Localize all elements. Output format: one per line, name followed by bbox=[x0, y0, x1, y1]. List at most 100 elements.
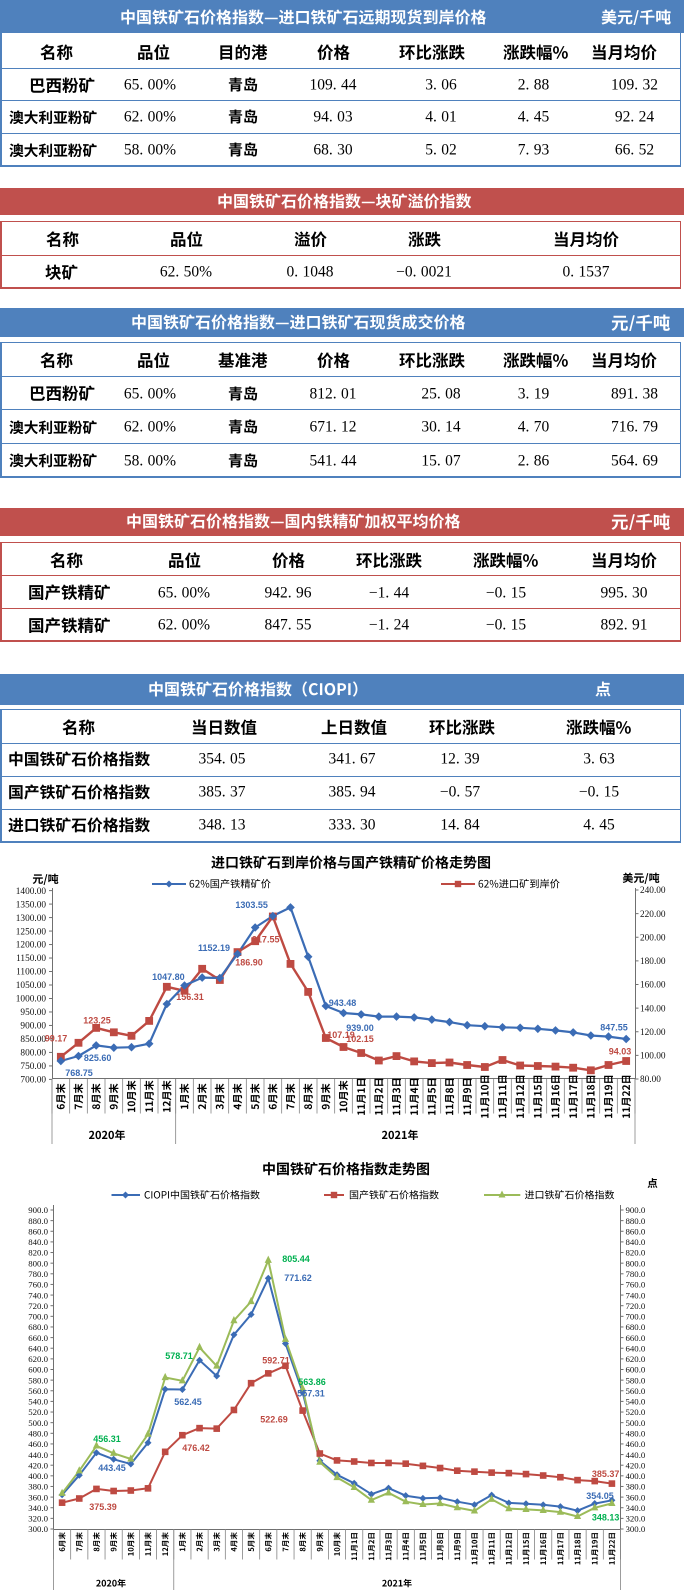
svg-text:360.0: 360.0 bbox=[28, 1492, 48, 1502]
svg-text:850.00: 850.00 bbox=[20, 1035, 46, 1045]
svg-text:800.00: 800.00 bbox=[20, 1049, 46, 1059]
svg-text:700.0: 700.0 bbox=[28, 1312, 48, 1322]
svg-text:348.13: 348.13 bbox=[592, 1513, 620, 1523]
svg-text:750.00: 750.00 bbox=[20, 1062, 46, 1072]
svg-text:400.0: 400.0 bbox=[626, 1471, 646, 1481]
svg-text:1150.00: 1150.00 bbox=[16, 954, 46, 964]
svg-text:740.0: 740.0 bbox=[28, 1290, 48, 1300]
svg-text:1200.00: 1200.00 bbox=[16, 941, 47, 951]
svg-text:720.0: 720.0 bbox=[626, 1301, 646, 1311]
svg-text:820.0: 820.0 bbox=[28, 1248, 48, 1258]
svg-text:476.42: 476.42 bbox=[182, 1443, 210, 1453]
svg-text:700.0: 700.0 bbox=[626, 1312, 646, 1322]
svg-text:768.75: 768.75 bbox=[65, 1068, 93, 1078]
svg-text:560.0: 560.0 bbox=[626, 1386, 646, 1396]
svg-text:500.0: 500.0 bbox=[626, 1418, 646, 1428]
svg-text:660.0: 660.0 bbox=[626, 1333, 646, 1343]
svg-text:480.0: 480.0 bbox=[626, 1428, 646, 1438]
svg-text:500.0: 500.0 bbox=[28, 1418, 48, 1428]
svg-text:560.0: 560.0 bbox=[28, 1386, 48, 1396]
svg-text:720.0: 720.0 bbox=[28, 1301, 48, 1311]
svg-text:860.0: 860.0 bbox=[28, 1226, 48, 1236]
svg-text:557.31: 557.31 bbox=[297, 1389, 325, 1399]
svg-text:156.31: 156.31 bbox=[176, 992, 204, 1002]
svg-text:1000.00: 1000.00 bbox=[16, 995, 47, 1005]
svg-text:400.0: 400.0 bbox=[28, 1471, 48, 1481]
svg-text:820.0: 820.0 bbox=[626, 1248, 646, 1258]
svg-text:805.44: 805.44 bbox=[282, 1254, 310, 1264]
svg-text:217.55: 217.55 bbox=[252, 935, 280, 945]
svg-text:420.0: 420.0 bbox=[626, 1460, 646, 1470]
svg-text:900.0: 900.0 bbox=[626, 1205, 646, 1215]
svg-text:320.0: 320.0 bbox=[626, 1514, 646, 1524]
svg-text:340.0: 340.0 bbox=[626, 1503, 646, 1513]
svg-text:375.39: 375.39 bbox=[89, 1502, 117, 1512]
svg-text:620.0: 620.0 bbox=[28, 1354, 48, 1364]
svg-text:900.0: 900.0 bbox=[28, 1205, 48, 1215]
svg-text:107.19: 107.19 bbox=[327, 1030, 355, 1040]
svg-text:186.90: 186.90 bbox=[235, 958, 263, 968]
svg-text:520.0: 520.0 bbox=[626, 1407, 646, 1417]
svg-text:680.0: 680.0 bbox=[626, 1322, 646, 1332]
svg-text:460.0: 460.0 bbox=[626, 1439, 646, 1449]
svg-text:780.0: 780.0 bbox=[28, 1269, 48, 1279]
svg-text:102.15: 102.15 bbox=[346, 1034, 374, 1044]
svg-text:340.0: 340.0 bbox=[28, 1503, 48, 1513]
svg-text:123.25: 123.25 bbox=[83, 1016, 111, 1026]
svg-text:640.0: 640.0 bbox=[28, 1343, 48, 1353]
svg-text:200.00: 200.00 bbox=[640, 933, 666, 943]
svg-text:860.0: 860.0 bbox=[626, 1226, 646, 1236]
svg-text:160.00: 160.00 bbox=[640, 981, 666, 991]
svg-text:880.0: 880.0 bbox=[626, 1216, 646, 1226]
svg-text:680.0: 680.0 bbox=[28, 1322, 48, 1332]
svg-text:380.0: 380.0 bbox=[626, 1482, 646, 1492]
svg-text:120.00: 120.00 bbox=[640, 1028, 666, 1038]
svg-text:1152.19: 1152.19 bbox=[198, 943, 230, 953]
svg-text:760.0: 760.0 bbox=[626, 1280, 646, 1290]
svg-text:540.0: 540.0 bbox=[28, 1397, 48, 1407]
svg-text:600.0: 600.0 bbox=[626, 1365, 646, 1375]
svg-text:1047.80: 1047.80 bbox=[152, 972, 185, 982]
svg-text:354.05: 354.05 bbox=[586, 1491, 614, 1501]
svg-text:460.0: 460.0 bbox=[28, 1439, 48, 1449]
svg-text:99.17: 99.17 bbox=[45, 1034, 68, 1044]
svg-text:300.0: 300.0 bbox=[626, 1524, 646, 1534]
svg-text:440.0: 440.0 bbox=[626, 1450, 646, 1460]
svg-text:140.00: 140.00 bbox=[640, 1004, 666, 1014]
svg-text:522.69: 522.69 bbox=[260, 1415, 288, 1425]
svg-text:800.0: 800.0 bbox=[626, 1258, 646, 1268]
svg-text:592.71: 592.71 bbox=[262, 1356, 290, 1366]
svg-text:456.31: 456.31 bbox=[93, 1434, 121, 1444]
svg-text:943.48: 943.48 bbox=[329, 998, 357, 1008]
svg-text:580.0: 580.0 bbox=[28, 1375, 48, 1385]
svg-text:360.0: 360.0 bbox=[626, 1492, 646, 1502]
svg-text:578.71: 578.71 bbox=[165, 1351, 193, 1361]
svg-text:580.0: 580.0 bbox=[626, 1375, 646, 1385]
svg-text:900.00: 900.00 bbox=[20, 1022, 46, 1032]
svg-text:320.0: 320.0 bbox=[28, 1514, 48, 1524]
svg-text:563.86: 563.86 bbox=[298, 1377, 326, 1387]
svg-text:520.0: 520.0 bbox=[28, 1407, 48, 1417]
svg-text:1350.00: 1350.00 bbox=[16, 900, 47, 910]
svg-text:300.0: 300.0 bbox=[28, 1524, 48, 1534]
svg-text:1303.55: 1303.55 bbox=[235, 900, 268, 910]
svg-text:440.0: 440.0 bbox=[28, 1450, 48, 1460]
svg-text:840.0: 840.0 bbox=[28, 1237, 48, 1247]
svg-text:840.0: 840.0 bbox=[626, 1237, 646, 1247]
svg-text:640.0: 640.0 bbox=[626, 1343, 646, 1353]
svg-text:180.00: 180.00 bbox=[640, 957, 666, 967]
svg-text:620.0: 620.0 bbox=[626, 1354, 646, 1364]
svg-text:1100.00: 1100.00 bbox=[16, 968, 46, 978]
svg-text:420.0: 420.0 bbox=[28, 1460, 48, 1470]
svg-text:220.00: 220.00 bbox=[640, 910, 666, 920]
svg-text:1250.00: 1250.00 bbox=[16, 927, 47, 937]
svg-text:660.0: 660.0 bbox=[28, 1333, 48, 1343]
svg-text:847.55: 847.55 bbox=[600, 1023, 628, 1033]
svg-text:939.00: 939.00 bbox=[346, 1023, 374, 1033]
svg-text:771.62: 771.62 bbox=[284, 1273, 312, 1283]
svg-text:880.0: 880.0 bbox=[28, 1216, 48, 1226]
svg-text:1400.00: 1400.00 bbox=[16, 887, 47, 897]
svg-text:540.0: 540.0 bbox=[626, 1397, 646, 1407]
svg-text:240.00: 240.00 bbox=[640, 886, 666, 896]
svg-text:380.0: 380.0 bbox=[28, 1482, 48, 1492]
